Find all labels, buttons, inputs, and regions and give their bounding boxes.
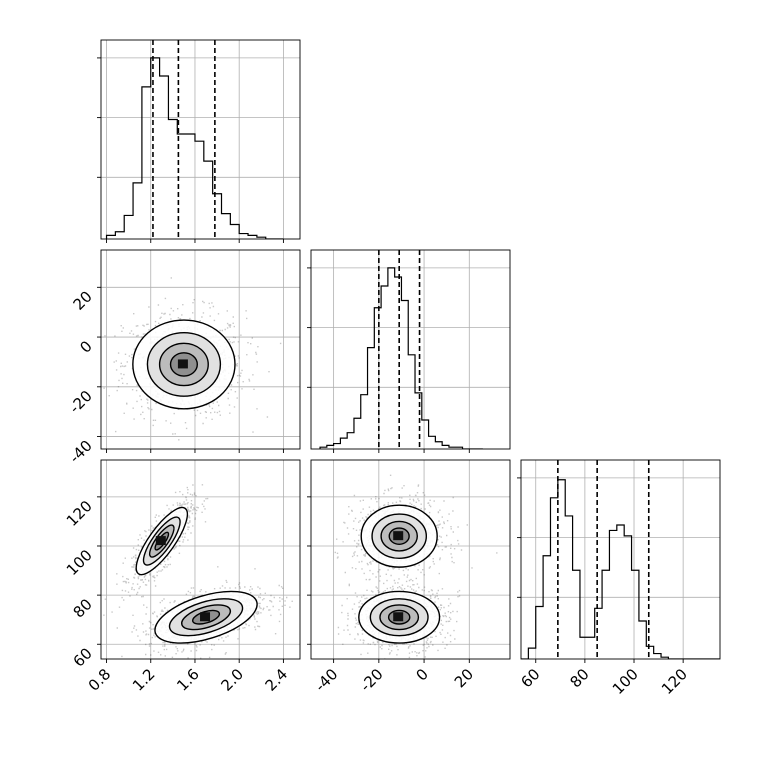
y-tick-label: 60 — [70, 644, 96, 670]
panel-1-0 — [97, 249, 301, 453]
x-tick-label: 120 — [658, 665, 691, 698]
axes-frame — [520, 459, 721, 660]
x-tick-label: 1.6 — [173, 665, 203, 695]
panel-0-0 — [97, 39, 301, 243]
axes-frame — [100, 459, 301, 660]
y-tick-label: 20 — [70, 287, 96, 313]
x-tick-label: -20 — [357, 665, 387, 695]
density-peak — [200, 612, 211, 622]
y-tick-label: 0 — [76, 337, 95, 356]
panel-1-1 — [307, 249, 511, 453]
density-peak — [155, 536, 166, 546]
panel-2-1 — [307, 459, 511, 663]
x-tick-label: 2.0 — [217, 665, 247, 695]
axes-frame — [100, 39, 301, 240]
y-tick-label: 120 — [63, 497, 96, 530]
x-tick-label: 0 — [412, 665, 431, 684]
axes-frame — [100, 249, 301, 450]
x-tick-label: 100 — [609, 665, 642, 698]
density-peak — [177, 359, 188, 369]
panel-2-2 — [517, 459, 721, 663]
x-tick-label: 60 — [517, 665, 543, 691]
y-tick-label: -20 — [66, 387, 96, 417]
x-tick-label: 0.8 — [85, 665, 115, 695]
x-tick-label: -40 — [311, 665, 341, 695]
axes-frame — [310, 459, 511, 660]
x-tick-label: 1.2 — [129, 665, 159, 695]
histogram-step — [521, 479, 720, 659]
x-tick-label: 80 — [566, 665, 592, 691]
y-tick-label: 80 — [70, 595, 96, 621]
density-peak — [393, 612, 404, 622]
x-tick-label: 20 — [451, 665, 477, 691]
panels — [97, 39, 721, 663]
x-tick-label: 2.4 — [262, 665, 292, 695]
y-tick-label: -40 — [66, 437, 96, 467]
axes-frame — [310, 249, 511, 450]
y-tick-label: 100 — [63, 546, 96, 579]
histogram-step — [105, 57, 284, 239]
panel-2-0 — [97, 459, 301, 663]
histogram-step — [319, 267, 483, 449]
density-peak — [393, 531, 404, 541]
